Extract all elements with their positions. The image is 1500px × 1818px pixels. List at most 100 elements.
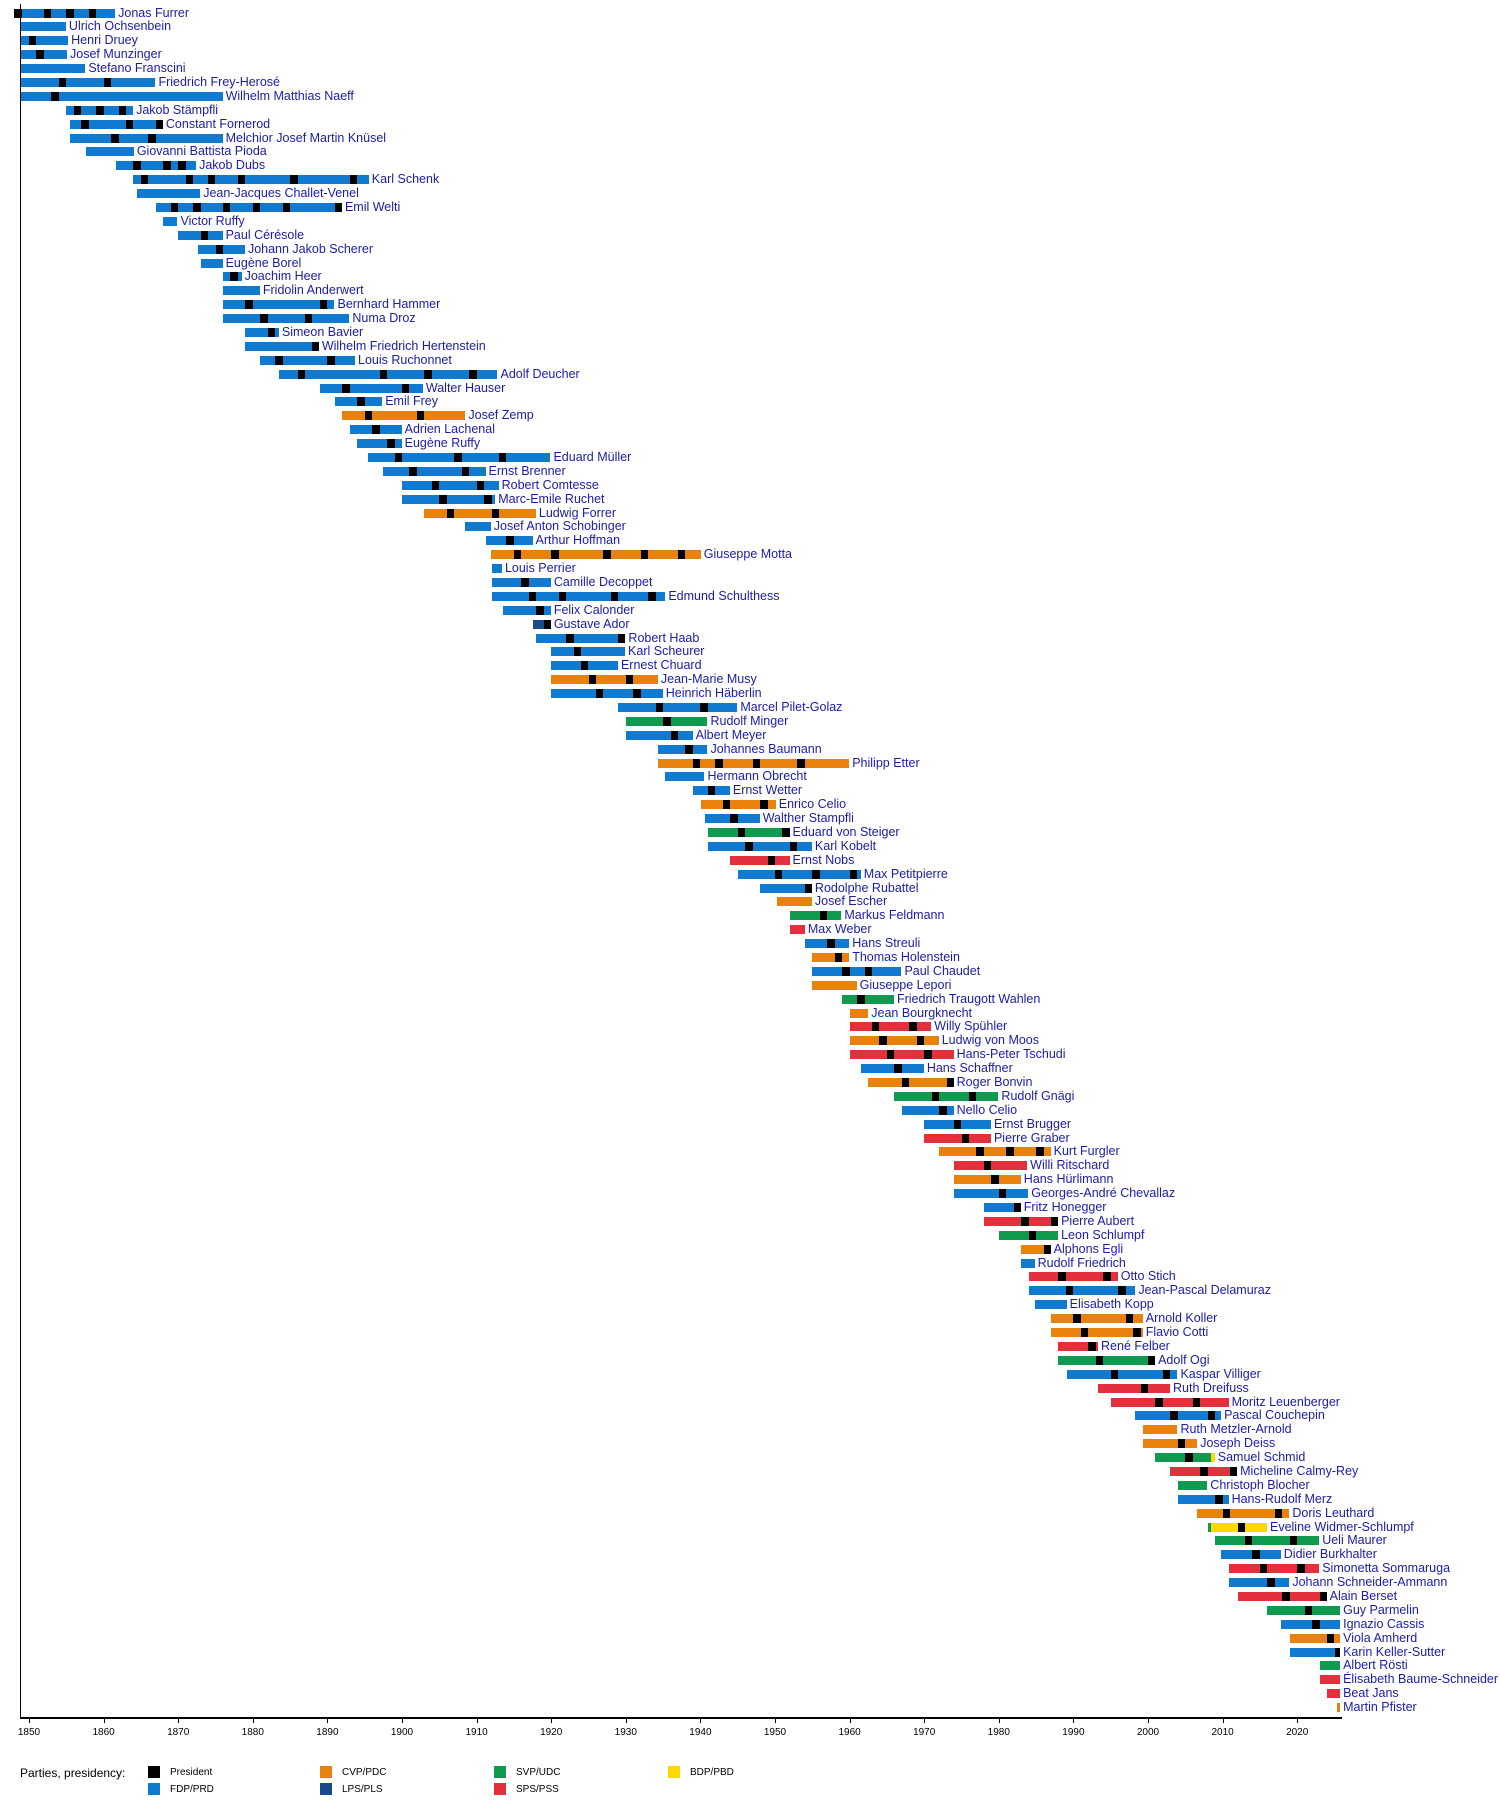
presidency-mark: [43, 8, 52, 18]
presidency-mark: [782, 828, 790, 837]
councillor-label: Gustave Ador: [553, 616, 630, 631]
term-bar-fdp: [245, 327, 279, 337]
councillor-label: Leon Schlumpf: [1061, 1227, 1145, 1242]
presidency-mark: [51, 91, 59, 101]
term-bar-fdp: [860, 1064, 924, 1074]
councillor-label: Eugène Borel: [225, 255, 302, 270]
presidency-mark: [961, 1133, 969, 1143]
term-bar-fdp: [502, 605, 551, 615]
term-bar-fdp: [133, 175, 369, 185]
presidency-mark: [849, 869, 858, 879]
councillor-label: Eduard von Steiger: [792, 825, 900, 839]
councillor-label: Alain Berset: [1329, 1588, 1398, 1603]
x-tick: [327, 1718, 329, 1723]
councillor-label: Rudolf Minger: [710, 713, 789, 728]
presidency-mark: [1058, 1272, 1066, 1282]
councillor-label: Josef Munzinger: [70, 47, 162, 62]
legend-swatch: [148, 1766, 160, 1778]
councillor-label: Bernhard Hammer: [337, 297, 441, 312]
councillor-label: Johannes Baumann: [710, 741, 822, 756]
term-bar-fdp: [402, 480, 499, 490]
councillor-label: Walter Hauser: [425, 380, 506, 395]
x-tick: [1297, 1718, 1299, 1723]
presidency-mark: [118, 105, 126, 115]
councillor-label: Jonas Furrer: [118, 5, 190, 20]
term-bar-sps: [924, 1133, 991, 1143]
term-bar-fdp: [983, 1203, 1021, 1213]
legend-swatch: [494, 1766, 506, 1778]
term-bar-fdp: [707, 841, 812, 851]
term-bar-fdp: [1221, 1550, 1281, 1560]
councillor-label: Jean Bourgknecht: [871, 1005, 973, 1020]
term-bar-fdp: [260, 355, 355, 365]
councillor-label: Karl Schenk: [371, 172, 440, 187]
presidency-mark: [1006, 1147, 1014, 1157]
term-bar-fdp: [70, 119, 163, 129]
presidency-mark: [252, 202, 261, 212]
legend-label: FDP/PRD: [170, 1783, 214, 1795]
presidency-mark: [215, 244, 223, 254]
x-tick: [625, 1718, 627, 1723]
councillor-label: Karl Scheurer: [628, 644, 705, 659]
x-tick: [402, 1718, 403, 1723]
presidency-mark: [670, 730, 678, 740]
councillor-label: Rudolf Friedrich: [1037, 1255, 1126, 1270]
councillor-label: Willy Spühler: [934, 1019, 1008, 1034]
term-bar-fdp: [491, 577, 551, 587]
presidency-mark: [312, 341, 319, 351]
term-bar-svp: [707, 828, 790, 837]
presidency-mark: [178, 161, 186, 171]
presidency-mark: [954, 1119, 962, 1129]
term-bar-sps: [1110, 1397, 1229, 1407]
presidency-mark: [1304, 1605, 1313, 1615]
councillor-label: Heinrich Häberlin: [665, 686, 762, 701]
term-bar-fdp: [1177, 1494, 1229, 1504]
presidency-mark: [871, 1022, 880, 1032]
x-tick: [998, 1718, 1000, 1723]
term-bar-fdp: [20, 77, 156, 87]
presidency-mark: [469, 369, 477, 379]
presidency-mark: [648, 591, 656, 601]
term-bar-fdp: [383, 466, 486, 476]
legend-title: Parties, presidency:: [20, 1766, 126, 1780]
councillor-label: Giovanni Battista Pioda: [136, 144, 267, 159]
councillor-label: Eduard Müller: [553, 449, 632, 464]
councillor-label: Nello Celio: [956, 1102, 1018, 1117]
councillor-label: Louis Ruchonnet: [358, 352, 452, 367]
presidency-mark: [1237, 1522, 1245, 1532]
term-bar-sps: [1028, 1272, 1118, 1282]
presidency-mark: [707, 786, 716, 796]
presidency-mark: [730, 814, 738, 824]
councillor-label: Elisabeth Kopp: [1069, 1297, 1154, 1312]
term-bar-svp: [1319, 1661, 1341, 1671]
term-bar-fdp: [1135, 1411, 1222, 1421]
presidency-mark: [767, 855, 775, 865]
term-bar-fdp: [70, 133, 223, 143]
presidency-mark: [1125, 1314, 1134, 1324]
presidency-mark: [222, 202, 231, 212]
presidency-mark: [1170, 1411, 1178, 1421]
presidency-mark: [819, 911, 828, 921]
presidency-mark: [1021, 1216, 1029, 1226]
councillor-label: Ruth Dreifuss: [1173, 1380, 1249, 1395]
councillor-label: Ernest Chuard: [620, 658, 702, 673]
presidency-mark: [678, 550, 686, 560]
presidency-mark: [237, 175, 246, 185]
councillor-label: Josef Zemp: [468, 408, 534, 423]
term-bar-fdp: [901, 1105, 954, 1115]
term-bar-fdp: [551, 647, 626, 657]
presidency-mark: [1274, 1508, 1283, 1518]
legend-swatch: [494, 1783, 506, 1795]
presidency-mark: [1051, 1216, 1059, 1226]
x-tick-label: 2000: [1136, 1727, 1160, 1738]
presidency-mark: [73, 105, 82, 115]
term-bar-cvp: [701, 800, 776, 810]
presidency-mark: [372, 425, 380, 435]
councillor-label: Ernst Nobs: [792, 852, 855, 867]
presidency-mark: [804, 883, 812, 893]
councillor-label: Victor Ruffy: [180, 213, 245, 228]
councillor-label: Adrien Lachenal: [404, 422, 495, 437]
presidency-mark: [633, 689, 641, 699]
presidency-mark: [402, 383, 410, 393]
x-tick-label: 1870: [167, 1727, 190, 1738]
